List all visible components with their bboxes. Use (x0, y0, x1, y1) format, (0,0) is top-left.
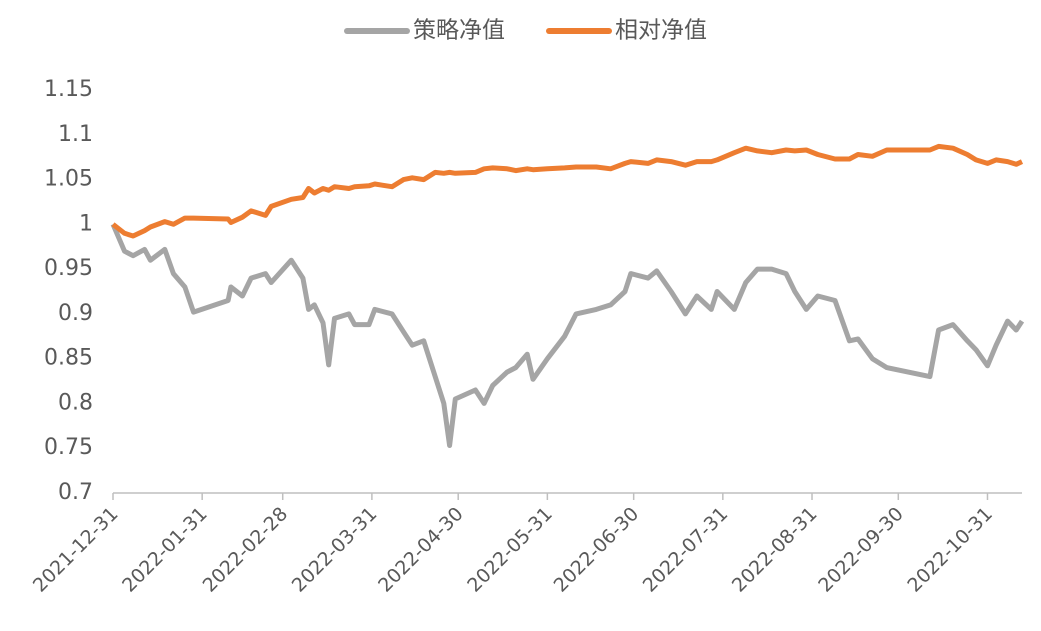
x-tick-label: 2022-03-31 (288, 503, 382, 597)
x-tick-label: 2022-02-28 (199, 503, 293, 597)
y-tick-label: 0.75 (44, 435, 93, 460)
y-tick-label: 1 (79, 211, 93, 236)
x-tick-label: 2022-08-31 (728, 503, 822, 597)
y-tick-label: 1.05 (44, 167, 93, 192)
x-tick-label: 2022-09-30 (814, 503, 908, 597)
legend-label: 相对净值 (615, 18, 707, 44)
x-tick-label: 2022-07-31 (639, 503, 733, 597)
series-line (111, 143, 1024, 239)
x-tick-label: 2021-12-31 (29, 503, 123, 597)
x-tick-label: 2022-04-30 (374, 503, 468, 597)
series-line (110, 223, 1025, 448)
x-tick-label: 2022-05-31 (463, 503, 557, 597)
y-tick-label: 0.7 (58, 480, 93, 505)
y-tick-label: 1.15 (44, 77, 93, 102)
x-tick-label: 2022-06-30 (550, 503, 644, 597)
legend-label: 策略净值 (413, 18, 505, 44)
y-tick-label: 0.9 (58, 301, 93, 326)
legend-item: 策略净值 (344, 18, 505, 44)
legend-item: 相对净值 (546, 18, 707, 44)
y-tick-label: 0.95 (44, 256, 93, 281)
y-tick-label: 0.8 (58, 390, 93, 415)
x-tick-label: 2022-10-31 (903, 503, 997, 597)
y-tick-label: 0.85 (44, 346, 93, 371)
y-tick-label: 1.1 (58, 122, 93, 147)
x-tick-label: 2022-01-31 (118, 503, 212, 597)
